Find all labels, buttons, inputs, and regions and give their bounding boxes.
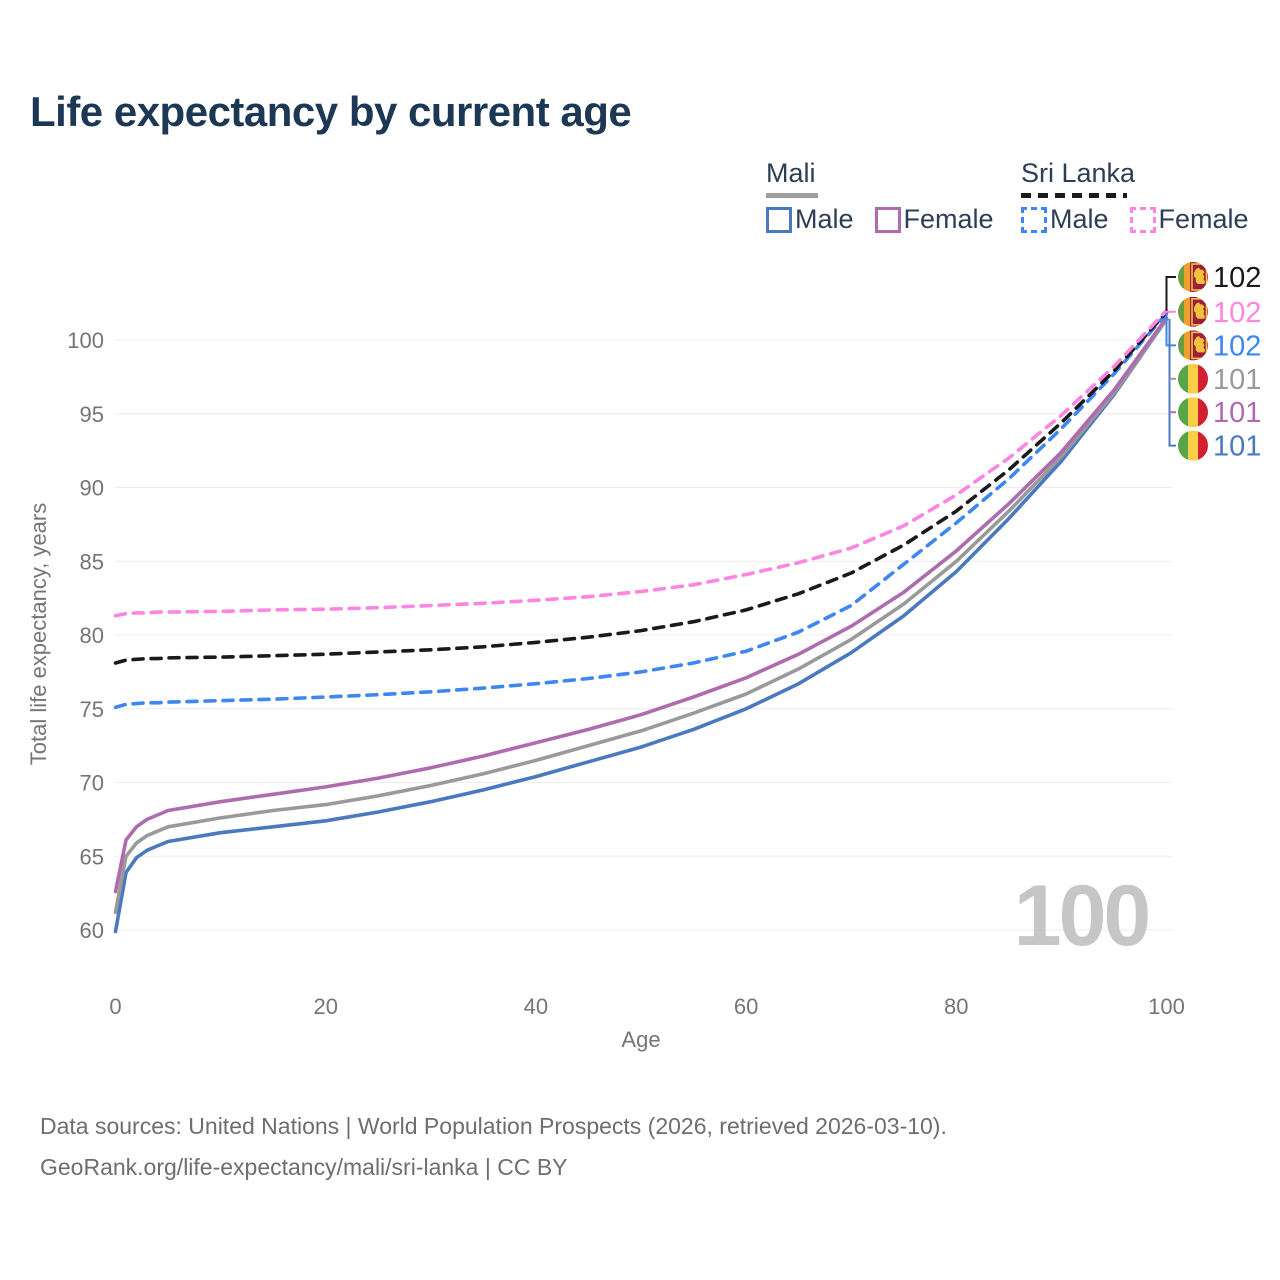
mali-flag-icon <box>1178 430 1208 461</box>
legend-item-sri-lanka-male[interactable]: Male <box>1021 204 1109 235</box>
legend-item-label: Female <box>1158 204 1249 234</box>
mali-flag-icon <box>1178 363 1208 394</box>
series-line-mali-female[interactable] <box>113 316 1169 894</box>
attribution-line: GeoRank.org/life-expectancy/mali/sri-lan… <box>40 1154 568 1180</box>
end-label-value: 102 <box>1213 297 1261 329</box>
x-tick-label: 80 <box>944 994 968 1019</box>
x-tick-label: 60 <box>734 994 758 1019</box>
y-tick-label: 60 <box>80 918 104 943</box>
mali-female-swatch-icon <box>874 206 901 233</box>
x-tick-label: 0 <box>109 994 121 1019</box>
series-line-sri-lanka-female[interactable] <box>113 308 1169 618</box>
legend-item-sri-lanka-female[interactable]: Female <box>1129 204 1249 235</box>
legend-group-mali: Mali Male Female <box>766 158 994 235</box>
legend-country-label-mali: Mali <box>766 158 816 188</box>
end-label-value: 101 <box>1213 397 1261 429</box>
y-tick-label: 75 <box>80 697 104 722</box>
sri-lanka-female-swatch-icon <box>1129 206 1156 233</box>
x-tick-label: 20 <box>313 994 337 1019</box>
legend-item-mali-male[interactable]: Male <box>766 204 854 235</box>
end-label-value: 101 <box>1213 431 1261 463</box>
y-tick-label: 90 <box>80 476 104 501</box>
y-tick-label: 85 <box>80 549 104 574</box>
leader-mali-male <box>1168 319 1176 447</box>
series-line-mali-total[interactable] <box>113 317 1169 915</box>
legend-items-sri-lanka: Male Female <box>1021 204 1249 235</box>
legend-group-sri-lanka: Sri Lanka Male Female <box>1021 158 1249 235</box>
y-tick-label: 80 <box>80 623 104 648</box>
y-tick-label: 70 <box>80 771 104 796</box>
mali-line-style-swatch <box>766 193 818 198</box>
series-line-sri-lanka-total[interactable] <box>113 310 1169 665</box>
x-tick-label: 100 <box>1148 994 1185 1019</box>
end-label-value: 101 <box>1213 364 1261 396</box>
legend-item-label: Male <box>795 204 854 234</box>
y-tick-label: 95 <box>80 402 104 427</box>
y-tick-label: 65 <box>80 844 104 869</box>
mali-flag-icon <box>1178 397 1208 428</box>
y-tick-label: 100 <box>67 328 104 353</box>
x-tick-label: 40 <box>524 994 548 1019</box>
legend-item-label: Female <box>903 204 994 234</box>
age-counter-watermark: 100 <box>1014 868 1149 964</box>
end-label-value: 102 <box>1213 330 1261 362</box>
x-axis-title: Age <box>621 1027 660 1052</box>
legend-items-mali: Male Female <box>766 204 994 235</box>
mali-male-swatch-icon <box>766 206 792 233</box>
y-axis-title: Total life expectancy, years <box>26 503 51 766</box>
sri-lanka-flag-icon <box>1178 262 1208 292</box>
leader-sri-lanka-total <box>1165 276 1176 311</box>
legend-country-label-sri-lanka: Sri Lanka <box>1021 158 1136 188</box>
leader-sri-lanka-male <box>1165 313 1176 347</box>
legend-item-label: Male <box>1050 204 1109 234</box>
end-label-value: 102 <box>1213 262 1261 294</box>
series-line-mali-male[interactable] <box>113 317 1169 934</box>
page-title: Life expectancy by current age <box>30 88 632 135</box>
sri-lanka-male-swatch-icon <box>1021 206 1047 233</box>
data-sources-line: Data sources: United Nations | World Pop… <box>40 1113 947 1139</box>
sri-lanka-line-style-swatch <box>1021 193 1127 198</box>
footer: Data sources: United Nations | World Pop… <box>40 1106 947 1188</box>
sri-lanka-flag-icon <box>1178 330 1208 361</box>
series-line-sri-lanka-male[interactable] <box>113 311 1169 710</box>
sri-lanka-flag-icon <box>1178 296 1208 327</box>
legend-item-mali-female[interactable]: Female <box>874 204 994 235</box>
